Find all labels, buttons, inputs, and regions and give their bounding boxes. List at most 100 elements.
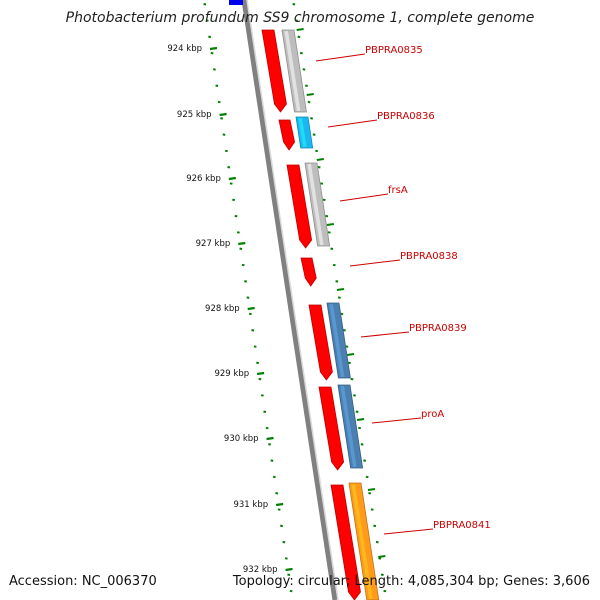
tick-marks (203, 3, 387, 593)
minor-tick (217, 100, 221, 104)
outer-tick (383, 589, 387, 593)
outer-tick (294, 19, 298, 22)
minor-tick (289, 589, 293, 593)
kbp-label: 925 kbp (177, 110, 212, 120)
minor-tick (236, 231, 240, 234)
kbp-label: 931 kbp (233, 500, 268, 510)
minor-tick (270, 459, 274, 462)
outer-major-tick (356, 418, 365, 421)
cds-feature-3-shine (289, 165, 306, 241)
minor-tick (256, 361, 259, 365)
backbone-line (241, 0, 338, 600)
outer-tick (358, 426, 362, 430)
outer-tick (368, 492, 372, 495)
minor-tick (287, 573, 291, 576)
minor-tick (224, 149, 228, 153)
outer-tick (305, 84, 308, 87)
kbp-ruler: 924 kbp 925 kbp 926 kbp 927 kbp 928 kbp 929 k… (167, 44, 293, 575)
gene-label: PBPRA0835 (365, 45, 423, 56)
kbp-label: 929 kbp (214, 369, 249, 379)
minor-tick (284, 557, 288, 560)
genome-summary-text: Topology: circular; Length: 4,085,304 bp… (232, 574, 590, 589)
gene-feature-6-shine (340, 385, 357, 468)
minor-tick (251, 329, 255, 332)
gene-labels: PBPRA0835 PBPRA0836 frsA PBPRA0838 PBPRA0839… (315, 45, 491, 535)
outer-tick (325, 214, 329, 218)
outer-tick (360, 443, 364, 446)
major-tick (275, 502, 284, 507)
cds-feature-6-shine (321, 387, 338, 463)
outer-major-tick (367, 488, 376, 491)
label-leader-line (383, 528, 434, 535)
outer-tick (297, 35, 301, 39)
label-leader-line (327, 119, 378, 128)
minor-tick (227, 166, 231, 169)
feature-blocks (229, 0, 380, 600)
gene-label: PBPRA0838 (400, 251, 458, 262)
outer-major-tick (346, 353, 355, 356)
outer-tick (307, 100, 311, 104)
major-tick (228, 176, 237, 181)
minor-tick (260, 394, 264, 397)
outer-tick (330, 247, 334, 250)
minor-tick (215, 84, 219, 87)
minor-tick (203, 3, 207, 6)
outer-tick (302, 68, 306, 71)
minor-tick (220, 117, 224, 120)
outer-major-tick (316, 158, 324, 161)
gene-feature-7-shine (351, 483, 373, 600)
outer-major-tick (306, 93, 314, 96)
gene-label: proA (421, 409, 444, 420)
label-leader-line (371, 417, 422, 424)
major-tick (285, 567, 293, 572)
partial-feature-top (229, 0, 243, 5)
minor-tick (232, 198, 236, 202)
outer-tick (322, 198, 326, 202)
label-leader-line (360, 331, 410, 338)
backbone-highlight (246, 0, 339, 600)
gene-feature-1-shine (284, 30, 301, 112)
minor-tick (229, 182, 233, 185)
minor-tick (208, 35, 212, 39)
minor-tick (272, 475, 276, 479)
minor-tick (263, 410, 267, 413)
major-tick (247, 306, 255, 311)
minor-tick (282, 540, 286, 544)
minor-tick (246, 296, 250, 299)
minor-tick (241, 263, 245, 267)
outer-tick (353, 394, 356, 397)
outer-tick (320, 182, 324, 185)
major-tick (209, 46, 218, 51)
minor-tick (244, 280, 248, 283)
outer-tick (373, 524, 377, 528)
cds-feature-4-shine (303, 258, 311, 279)
cds-feature-2-shine (281, 120, 290, 143)
label-leader-line (315, 53, 366, 62)
gene-label: frsA (388, 185, 408, 196)
minor-tick (275, 492, 279, 495)
outer-major-tick (378, 555, 386, 558)
outer-tick (345, 345, 349, 348)
outer-tick (300, 51, 303, 55)
outer-major-tick (326, 223, 335, 226)
label-leader-line (349, 259, 401, 267)
outer-tick (312, 133, 316, 136)
minor-tick (210, 51, 214, 55)
outer-tick (365, 475, 369, 479)
minor-tick (258, 377, 262, 381)
minor-tick (222, 133, 226, 136)
outer-tick (355, 410, 359, 413)
gene-feature-3-shine (307, 163, 324, 246)
major-tick (266, 436, 274, 441)
outer-tick (317, 166, 321, 169)
outer-tick (348, 361, 351, 365)
minor-tick (268, 443, 271, 446)
kbp-label: 926 kbp (186, 174, 221, 184)
outer-tick (375, 540, 379, 544)
cds-feature-7-shine (333, 485, 355, 593)
kbp-label: 932 kbp (243, 565, 278, 575)
minor-tick (205, 19, 209, 22)
gene-label: PBPRA0836 (377, 111, 435, 122)
minor-tick (265, 426, 269, 430)
major-tick (219, 112, 227, 117)
